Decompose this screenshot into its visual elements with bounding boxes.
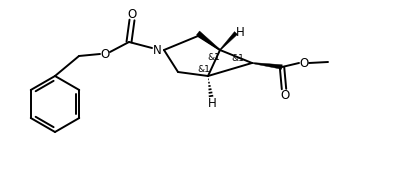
Text: N: N: [153, 44, 161, 57]
Text: O: O: [280, 89, 290, 102]
Text: H: H: [236, 25, 244, 39]
Text: O: O: [299, 57, 309, 70]
Text: &1: &1: [208, 52, 220, 62]
Text: &1: &1: [197, 65, 210, 73]
Text: H: H: [208, 97, 216, 110]
Polygon shape: [220, 32, 237, 50]
Polygon shape: [252, 62, 282, 69]
Text: &1: &1: [232, 54, 245, 62]
Text: O: O: [127, 7, 137, 20]
Text: O: O: [100, 47, 110, 60]
Polygon shape: [197, 31, 220, 50]
